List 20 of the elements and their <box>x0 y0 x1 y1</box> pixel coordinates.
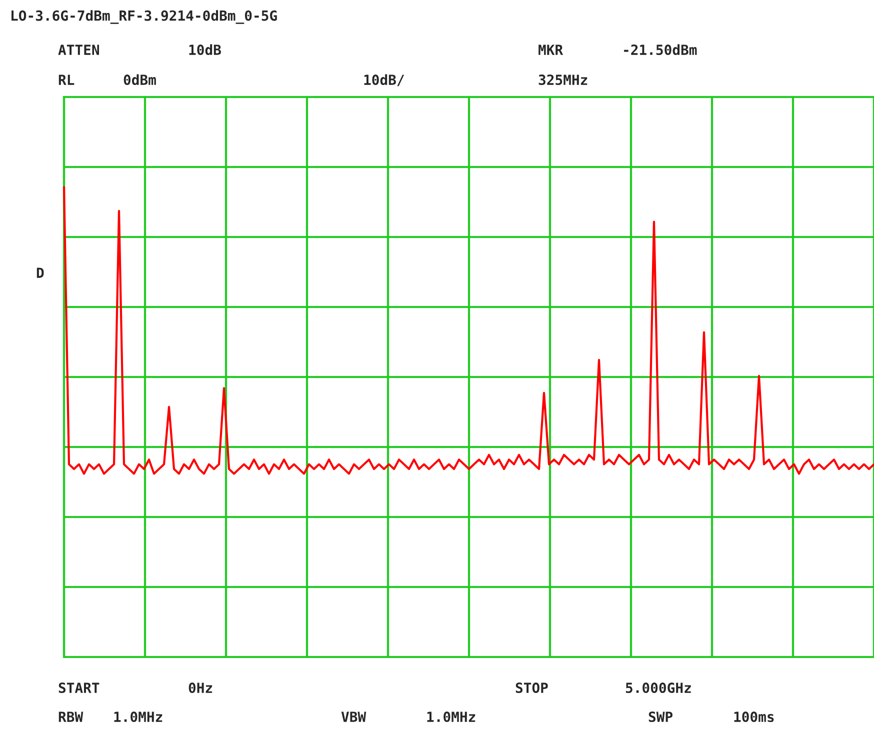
text: 5.000GHz <box>626 682 691 694</box>
text: 325MHz <box>538 74 588 86</box>
text: ATTEN <box>58 44 99 55</box>
text: START <box>58 682 100 694</box>
text: 10dB/ <box>364 74 404 86</box>
chart-title: LO-3.6G-7dBm_RF-3.9214-0dBm_0-5G <box>12 10 277 24</box>
text: RBW <box>58 712 84 722</box>
text: VBW <box>341 712 366 722</box>
text: 1.0MHz <box>427 712 476 722</box>
text: MKR <box>538 44 564 55</box>
text: SWP <box>648 712 672 722</box>
text: -21.50dBm <box>624 44 697 56</box>
text: 1.0MHz <box>114 712 162 722</box>
text: 100ms <box>734 712 774 722</box>
text: D <box>36 268 44 278</box>
text: 0Hz <box>188 682 212 694</box>
text: RL <box>58 74 74 85</box>
text: STOP <box>516 682 548 694</box>
text: 10dB <box>189 44 221 56</box>
text: 0dBm <box>124 74 156 86</box>
